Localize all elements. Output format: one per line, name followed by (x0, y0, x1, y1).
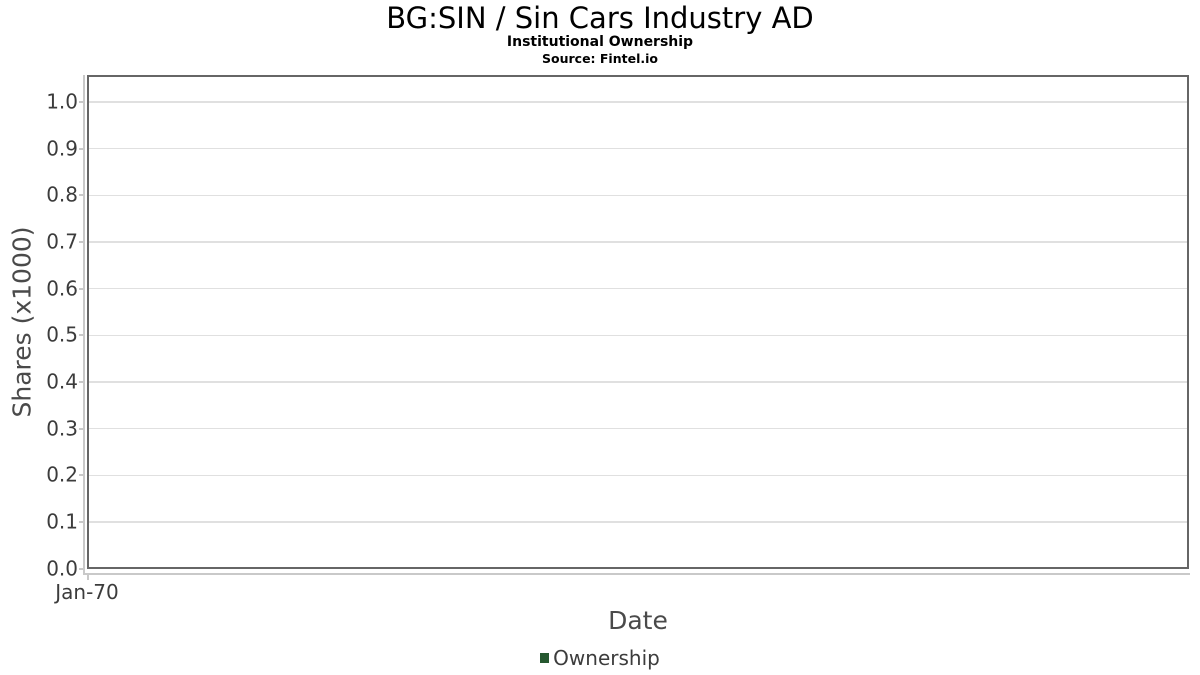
y-axis-tick-label: 0.5 (46, 322, 78, 347)
x-axis-tick-label: Jan-70 (55, 580, 119, 604)
y-axis-tick-label: 0.1 (46, 509, 78, 534)
y-axis-tick (79, 334, 85, 337)
y-axis-tick (79, 101, 85, 103)
y-axis-tick (79, 287, 85, 290)
y-gridline (89, 474, 1187, 476)
y-axis-tick-label: 0.7 (46, 229, 78, 254)
y-axis-tick-label: 0.3 (46, 416, 78, 441)
chart-title: BG:SIN / Sin Cars Industry AD (386, 1, 814, 35)
y-gridline (89, 381, 1187, 383)
y-gridline (89, 521, 1187, 523)
y-gridline (89, 101, 1187, 103)
y-axis-tick-label: 1.0 (46, 89, 78, 114)
y-gridline (89, 148, 1187, 150)
legend-label-ownership: Ownership (553, 646, 660, 670)
y-axis-tick (79, 147, 85, 150)
y-gridline (89, 288, 1187, 290)
legend-marker-ownership (540, 653, 550, 663)
y-gridline (89, 334, 1187, 336)
y-axis-tick (79, 380, 85, 383)
y-axis-tick-label: 0.6 (46, 276, 78, 301)
x-axis-tick (87, 575, 89, 580)
y-axis-tick (79, 427, 85, 430)
y-axis-tick-label: 0.2 (46, 462, 78, 487)
y-axis-tick-label: 0.9 (46, 136, 78, 161)
y-axis-tick (79, 240, 85, 243)
y-gridline (89, 427, 1187, 430)
chart-source: Source: Fintel.io (542, 51, 658, 66)
chart-subtitle: Institutional Ownership (506, 34, 694, 50)
y-axis-tick (79, 474, 85, 477)
x-axis-line (83, 573, 1190, 575)
y-gridline (89, 241, 1187, 243)
x-axis-title: Date (608, 606, 668, 635)
y-axis-tick-label: 0.8 (46, 182, 78, 207)
y-axis-tick (79, 520, 85, 523)
y-axis-line (83, 75, 85, 575)
y-gridline (89, 194, 1187, 196)
y-axis-tick-label: 0.0 (46, 556, 78, 581)
y-axis-tick (79, 567, 85, 570)
plot-area (87, 75, 1189, 569)
y-axis-tick (79, 194, 85, 197)
legend: Ownership (0, 645, 1200, 671)
y-axis-tick-label: 0.4 (46, 369, 78, 394)
